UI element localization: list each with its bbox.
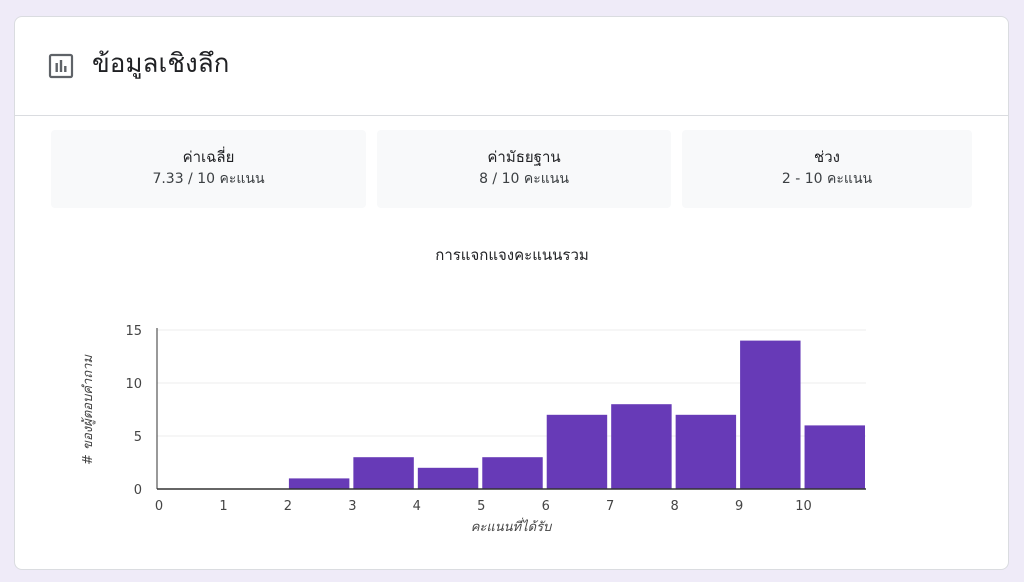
- bar-6: [546, 414, 608, 489]
- x-tick-label: 0: [155, 499, 163, 514]
- x-tick-label: 9: [735, 499, 743, 514]
- y-tick-label: 15: [125, 324, 142, 339]
- y-tick-label: 10: [125, 377, 142, 392]
- stat-range-value: 2 - 10 คะแนน: [781, 171, 873, 187]
- stat-median-value: 8 / 10 คะแนน: [479, 171, 569, 187]
- bar-5: [482, 457, 543, 489]
- stat-median-label: ค่ามัธยฐาน: [487, 148, 561, 166]
- bar-2: [288, 478, 350, 489]
- x-tick-label: 5: [477, 499, 485, 514]
- stats-row: ค่าเฉลี่ย 7.33 / 10 คะแนน ค่ามัธยฐาน 8 /…: [0, 130, 1024, 208]
- chart-title: การแจกแจงคะแนนรวม: [435, 246, 589, 264]
- bars: [288, 340, 865, 489]
- stat-mean-value: 7.33 / 10 คะแนน: [152, 171, 265, 187]
- bar-10: [804, 425, 865, 489]
- x-tick-label: 7: [606, 499, 614, 514]
- bar-8: [675, 414, 737, 489]
- insights-header: ข้อมูลเชิงลึก: [15, 17, 1008, 116]
- axes: [156, 328, 866, 490]
- stat-range: ช่วง 2 - 10 คะแนน: [682, 130, 972, 208]
- x-axis-label: คะแนนที่ได้รับ: [471, 517, 553, 535]
- stat-mean: ค่าเฉลี่ย 7.33 / 10 คะแนน: [51, 130, 366, 208]
- x-tick-label: 4: [413, 499, 421, 514]
- bar-3: [353, 457, 414, 489]
- y-axis-label: # ของผู้ตอบคำถาม: [81, 354, 96, 465]
- x-tick-label: 2: [284, 499, 292, 514]
- bar-7: [611, 404, 672, 489]
- bar-chart-icon: [48, 53, 74, 79]
- stat-mean-label: ค่าเฉลี่ย: [182, 148, 235, 166]
- x-tick-label: 8: [670, 499, 678, 514]
- stat-median: ค่ามัธยฐาน 8 / 10 คะแนน: [377, 130, 671, 208]
- x-tick-label: 10: [795, 499, 812, 514]
- y-tick-label: 5: [134, 430, 142, 445]
- stat-range-label: ช่วง: [814, 148, 840, 166]
- bar-9: [740, 340, 801, 489]
- page-title: ข้อมูลเชิงลึก: [92, 49, 230, 79]
- x-tick-label: 1: [219, 499, 227, 514]
- bar-4: [417, 467, 479, 489]
- x-tick-label: 3: [348, 499, 356, 514]
- x-tick-label: 6: [542, 499, 550, 514]
- y-tick-label: 0: [134, 483, 142, 498]
- tick-labels: 0 5 10 15 0 1 2 3 4 5 6 7 8 9 10: [125, 324, 811, 514]
